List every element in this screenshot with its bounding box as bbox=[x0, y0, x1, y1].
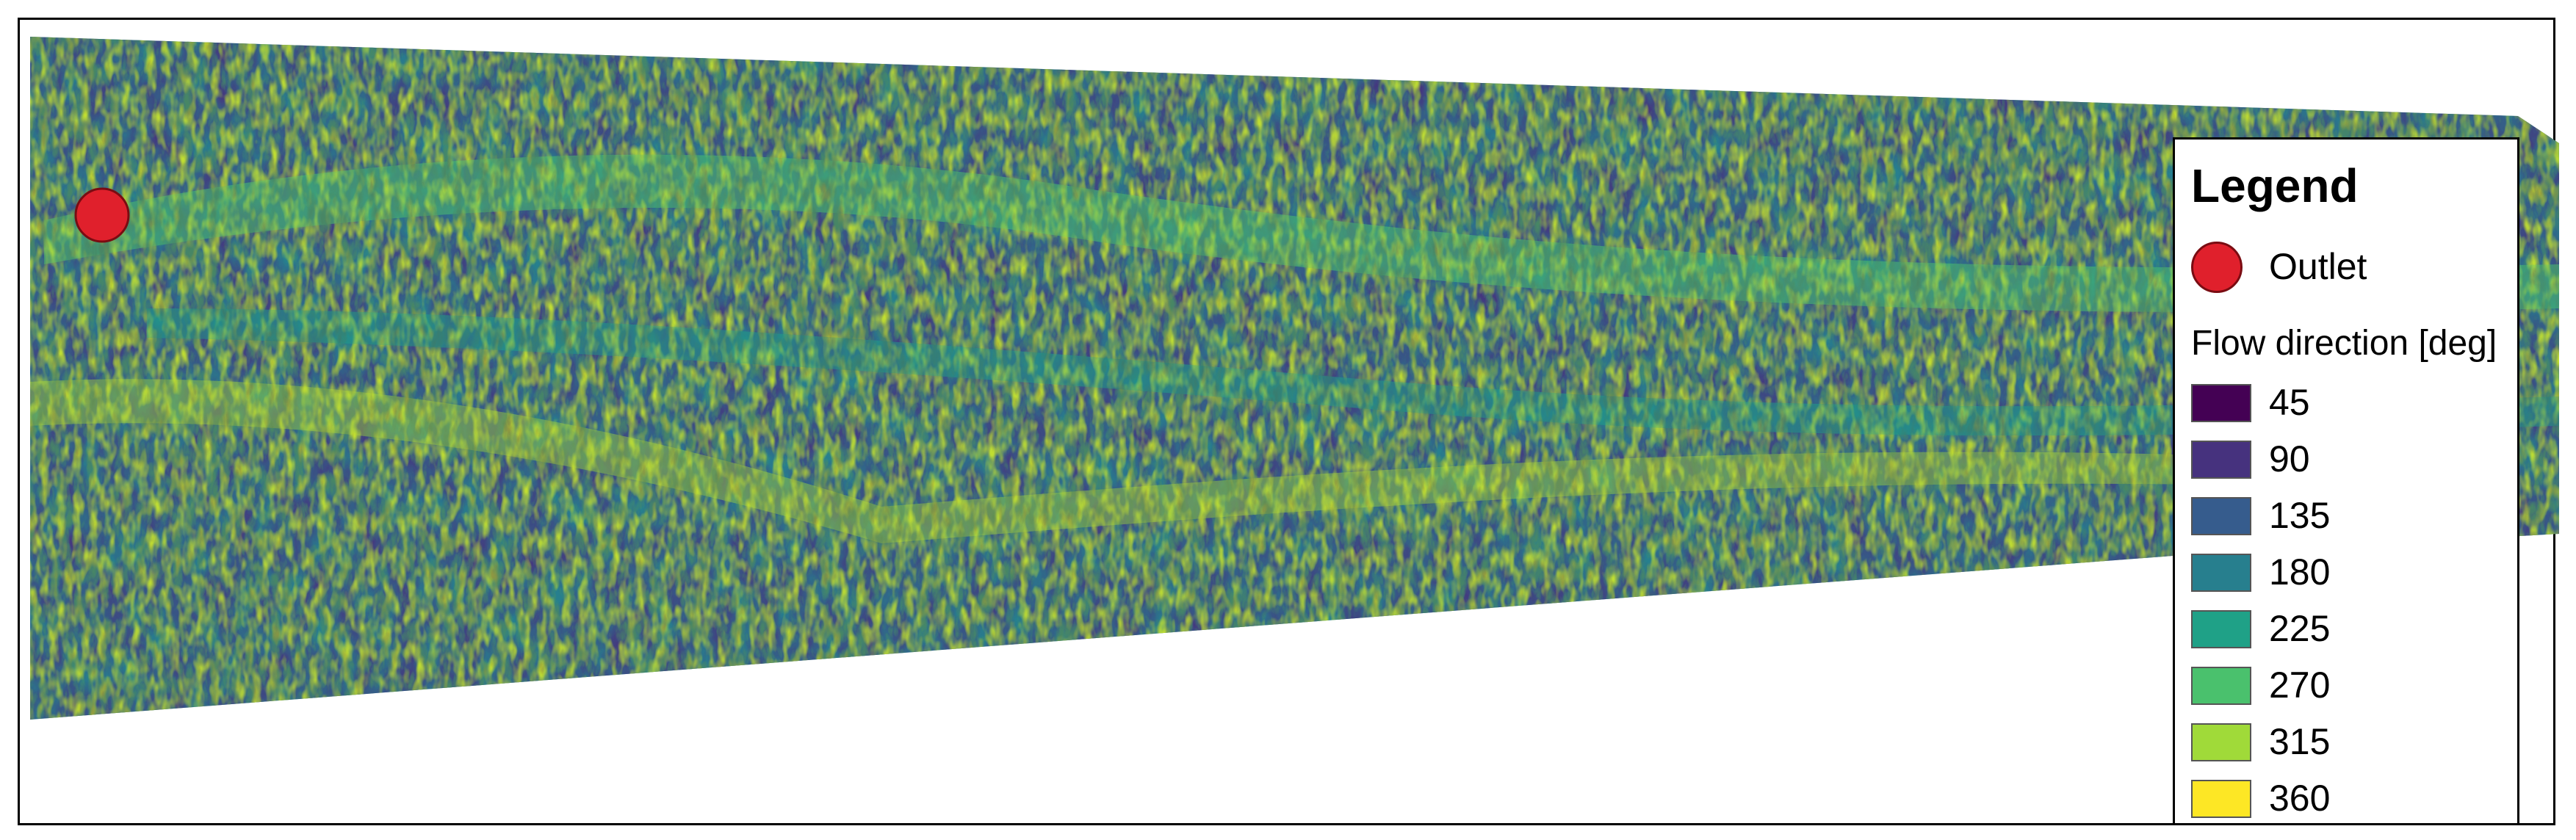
legend-row-360: 360 bbox=[2191, 774, 2500, 825]
legend-row-225: 225 bbox=[2191, 604, 2500, 656]
legend-swatch bbox=[2191, 554, 2251, 592]
outlet-legend-symbol bbox=[2191, 242, 2243, 293]
outlet-legend-label: Outlet bbox=[2269, 246, 2367, 287]
legend-swatch-label: 360 bbox=[2269, 778, 2331, 819]
legend-row-180: 180 bbox=[2191, 548, 2500, 599]
legend-swatch bbox=[2191, 780, 2251, 818]
legend-swatch bbox=[2191, 610, 2251, 648]
legend-swatch bbox=[2191, 384, 2251, 422]
legend-swatch-label: 135 bbox=[2269, 495, 2331, 536]
legend-swatch-label: 45 bbox=[2269, 382, 2310, 423]
legend-row-135: 135 bbox=[2191, 491, 2500, 543]
legend-swatch-label: 270 bbox=[2269, 665, 2331, 706]
flow-direction-heading: Flow direction [deg] bbox=[2191, 324, 2497, 363]
legend-swatch-label: 225 bbox=[2269, 608, 2331, 649]
legend-row-270: 270 bbox=[2191, 661, 2500, 712]
legend-swatch bbox=[2191, 497, 2251, 535]
legend-swatch-label: 90 bbox=[2269, 438, 2310, 479]
legend-row-90: 90 bbox=[2191, 435, 2500, 486]
legend-swatch bbox=[2191, 667, 2251, 705]
legend-row-45: 45 bbox=[2191, 378, 2500, 430]
legend-row-315: 315 bbox=[2191, 717, 2500, 769]
legend-swatch-label: 180 bbox=[2269, 551, 2331, 593]
legend: Legend Outlet Flow direction [deg] 45 90 1… bbox=[2173, 137, 2519, 825]
legend-swatch-label: 315 bbox=[2269, 721, 2331, 762]
legend-title: Legend bbox=[2191, 159, 2359, 212]
legend-swatch bbox=[2191, 723, 2251, 761]
legend-swatch bbox=[2191, 441, 2251, 479]
outlet-marker[interactable] bbox=[74, 187, 130, 243]
